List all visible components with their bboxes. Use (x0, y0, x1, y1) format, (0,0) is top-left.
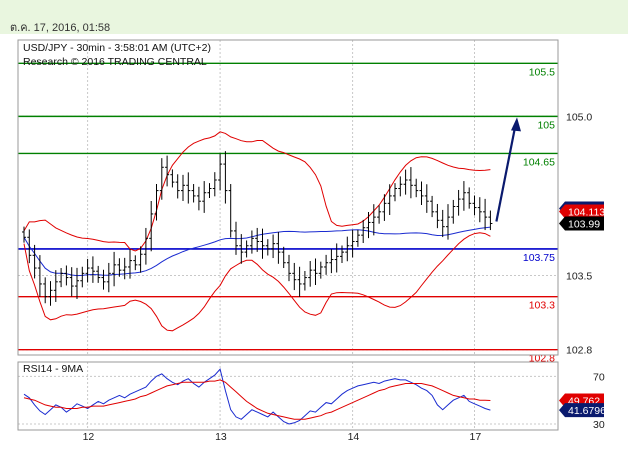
level-label: 103.75 (523, 252, 555, 264)
price-tag-label: 104.113 (568, 206, 605, 218)
rsi-series-9ma (23, 379, 491, 420)
price-tag-red (559, 204, 604, 219)
rsi-title: RSI14 - 9MA (23, 363, 83, 375)
level-label: 104.65 (523, 156, 555, 168)
x-tick-label: 17 (470, 431, 482, 443)
header-date: ต.ค. 17, 2016, 01:58 (10, 22, 111, 34)
rsi-tick-label: 70 (593, 371, 605, 383)
header-bar: ต.ค. 17, 2016, 01:58 (0, 0, 628, 34)
level-label: 102.8 (529, 353, 555, 365)
price-tag-black (559, 216, 604, 231)
y-tick-label: 102.8 (566, 345, 592, 357)
price-tag-label: 103.99 (568, 218, 600, 230)
chart-frame (17, 39, 559, 431)
bollinger-lower (23, 232, 491, 332)
chart-title: USD/JPY - 30min - 3:58:01 AM (UTC+2) (23, 42, 211, 54)
level-label: 105.5 (529, 66, 555, 78)
rsi-panel-frame (17, 361, 559, 431)
main-panel-frame (17, 39, 559, 356)
price-bars (22, 117, 521, 306)
level-label: 103.3 (529, 300, 555, 312)
price-tag-navy (559, 403, 604, 418)
projection-arrow-head (511, 117, 521, 132)
level-label: 105 (537, 119, 555, 131)
levels: 105.5 105 104.65 103.75 103.3 102.8 (18, 62, 558, 365)
projection-arrow-shaft (495, 127, 517, 222)
bollinger-bands (23, 131, 491, 332)
y-tick-label: 103.5 (566, 270, 592, 282)
x-tick-label: 14 (348, 431, 360, 443)
x-tick-label: 12 (83, 431, 95, 443)
chart-subtitle: Research © 2016 TRADING CENTRAL (23, 56, 207, 68)
rsi-tick-label: 30 (593, 419, 605, 431)
x-tick-label: 13 (215, 431, 227, 443)
rsi-panel (23, 368, 491, 425)
bollinger-upper (23, 131, 491, 252)
rsi-series-rsi14 (23, 368, 491, 425)
y-tick-label: 105.0 (566, 111, 592, 123)
price-tag-label: 41.6796 (568, 405, 606, 417)
